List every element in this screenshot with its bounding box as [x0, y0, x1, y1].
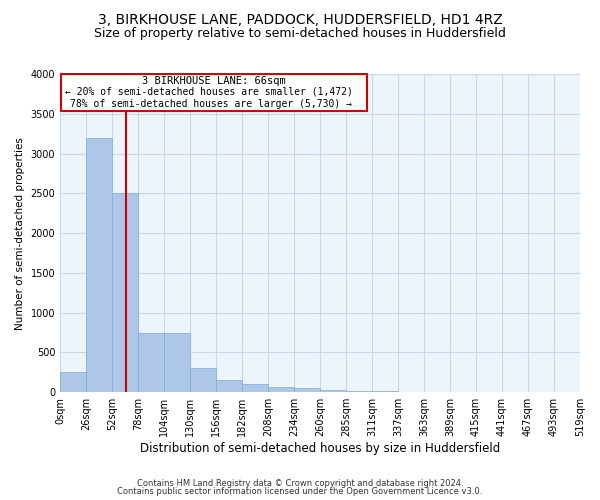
- Text: 3 BIRKHOUSE LANE: 66sqm: 3 BIRKHOUSE LANE: 66sqm: [142, 76, 286, 86]
- FancyBboxPatch shape: [61, 74, 367, 110]
- Bar: [242, 384, 268, 392]
- Bar: [190, 368, 216, 392]
- Bar: [60, 372, 86, 392]
- Bar: [268, 388, 294, 392]
- Text: Contains public sector information licensed under the Open Government Licence v3: Contains public sector information licen…: [118, 488, 482, 496]
- Text: Size of property relative to semi-detached houses in Huddersfield: Size of property relative to semi-detach…: [94, 28, 506, 40]
- Text: 78% of semi-detached houses are larger (5,730) →: 78% of semi-detached houses are larger (…: [70, 99, 352, 109]
- X-axis label: Distribution of semi-detached houses by size in Huddersfield: Distribution of semi-detached houses by …: [140, 442, 500, 455]
- Bar: [164, 332, 190, 392]
- Bar: [86, 138, 112, 392]
- Bar: [112, 194, 138, 392]
- Bar: [346, 390, 372, 392]
- Text: Contains HM Land Registry data © Crown copyright and database right 2024.: Contains HM Land Registry data © Crown c…: [137, 478, 463, 488]
- Bar: [294, 388, 320, 392]
- Bar: [320, 390, 346, 392]
- Y-axis label: Number of semi-detached properties: Number of semi-detached properties: [15, 136, 25, 330]
- Bar: [138, 332, 164, 392]
- Text: 3, BIRKHOUSE LANE, PADDOCK, HUDDERSFIELD, HD1 4RZ: 3, BIRKHOUSE LANE, PADDOCK, HUDDERSFIELD…: [98, 12, 502, 26]
- Text: ← 20% of semi-detached houses are smaller (1,472): ← 20% of semi-detached houses are smalle…: [65, 86, 353, 97]
- Bar: [216, 380, 242, 392]
